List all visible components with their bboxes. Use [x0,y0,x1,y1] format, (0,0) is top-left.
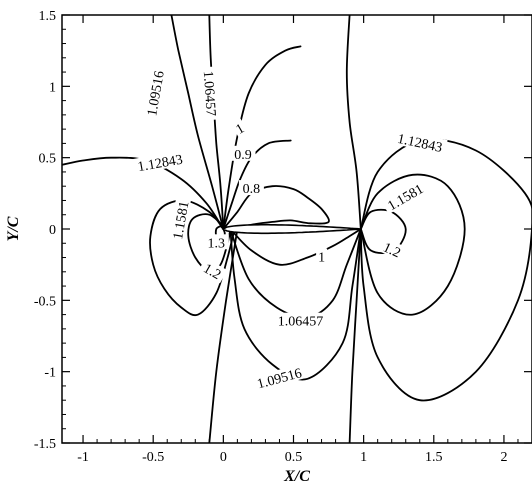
contour-label-text: 1.06457 [200,70,218,116]
contour-line-11 [229,228,362,266]
x-tick-label: -1 [77,450,89,465]
contour-label-bg [132,149,188,174]
y-tick-label: -0.5 [34,294,56,309]
contour-line-14 [348,228,362,443]
contour-label-1: 1.06457 [200,66,221,121]
contour-lines [62,15,532,443]
y-tick-label: -1 [44,366,56,381]
contour-label-bg [381,178,429,215]
airfoil [221,223,361,235]
contour-label-9: 1.3 [203,234,229,251]
contour-label-bg [316,248,328,264]
x-tick-label: 1 [360,450,367,465]
contour-label-bg [392,129,448,155]
contour-label-7: 1.1581 [168,196,193,245]
contour-label-bg [377,236,407,262]
x-tick-label: 0.5 [285,450,303,465]
x-tick-label: -0.5 [142,450,164,465]
y-tick-label: 0 [49,223,56,238]
contour-label-text: 1.1581 [386,182,427,214]
y-axis-title: Y/C [5,216,22,241]
y-tick-label: 0.5 [39,152,57,167]
contour-label-bg [142,65,167,121]
x-tick-label: 1.5 [425,450,443,465]
y-tick-label: 1 [49,80,56,95]
contour-label-2: 1.12843 [132,149,188,176]
contour-label-text: 1.06457 [278,315,324,330]
contour-label-text: 1.12843 [137,153,184,176]
contour-label-bg [203,234,229,250]
airfoil-shape [221,223,361,235]
contour-line-16 [359,173,466,316]
contour-label-11: 1.2 [377,236,407,262]
contour-label-bg [238,180,264,196]
contour-label-bg [198,257,228,284]
contour-line-15 [359,138,532,402]
x-tick-label: 2 [500,450,507,465]
y-tick-label: -1.5 [34,437,56,452]
contour-label-3: 1.12843 [392,129,448,156]
contour-label-bg [251,363,307,392]
contour-label-6: 0.8 [238,180,264,197]
contour-line-13 [345,15,362,230]
contour-label-14: 1.09516 [251,363,307,392]
contour-line-12 [208,228,239,443]
contour-label-text: 0.8 [243,182,261,197]
contour-label-12: 1 [316,248,328,266]
contour-labels: 1.09516 1.06457 1.12843 1.12843 1 0.9 0.8 1.158… [132,65,448,392]
x-axis-ticks: -1 -0.5 0 0.5 1 1.5 2 [77,15,532,465]
contour-label-5: 0.9 [230,145,256,163]
contour-line-4 [187,213,232,273]
x-tick-label: 0 [220,450,227,465]
contour-label-bg [230,118,248,138]
contour-line-10 [229,228,362,381]
contour-label-bg [230,145,256,161]
contour-label-text: 1.12843 [396,132,444,156]
contour-label-text: 1.1581 [171,200,192,241]
contour-label-13: 1.06457 [274,312,327,330]
contour-line-6 [222,45,302,230]
contour-line-0 [208,15,225,230]
contour-label-4: 1 [230,118,248,138]
contour-label-bg [168,196,192,245]
y-tick-label: 1.5 [39,9,57,24]
y-axis-ticks: 1.5 1 0.5 0 -0.5 -1 -1.5 [34,9,532,452]
contour-label-bg [201,66,221,121]
x-axis-title: X/C [283,468,310,485]
contour-label-0: 1.09516 [142,65,168,121]
contour-label-text: 1.2 [380,240,402,261]
contour-label-text: 0.9 [234,148,252,163]
contour-label-bg [274,312,327,328]
contour-label-text: 1.09516 [145,70,168,117]
contour-line-7 [222,139,292,230]
contour-label-text: 1 [318,251,325,266]
contour-label-text: 1.3 [208,236,226,251]
contour-line-1 [170,15,225,230]
contour-line-17 [359,208,407,254]
